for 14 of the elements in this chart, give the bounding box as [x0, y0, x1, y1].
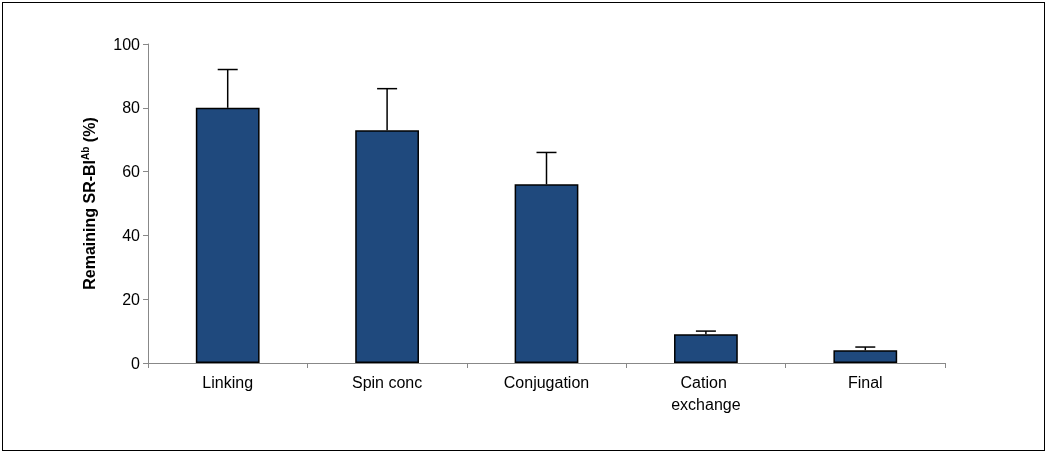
x-tick-label: Conjugation	[503, 373, 590, 391]
x-tick-label: Spin conc	[351, 373, 423, 391]
y-tick-label: 60	[122, 163, 141, 181]
y-tick-label: 80	[122, 99, 141, 117]
y-tick-label: 40	[122, 226, 141, 244]
y-axis-title: Remaining SR-BIAb (%)	[79, 117, 98, 290]
bar	[674, 334, 738, 363]
bar	[833, 350, 898, 363]
y-tick-label: 0	[131, 354, 141, 372]
x-tick-label: Final	[847, 373, 883, 391]
x-tick-label: Cation exchange	[671, 373, 741, 413]
x-tick-label: Linking	[202, 373, 254, 391]
y-tick-label: 20	[122, 290, 141, 308]
y-tick-label: 100	[113, 35, 141, 53]
